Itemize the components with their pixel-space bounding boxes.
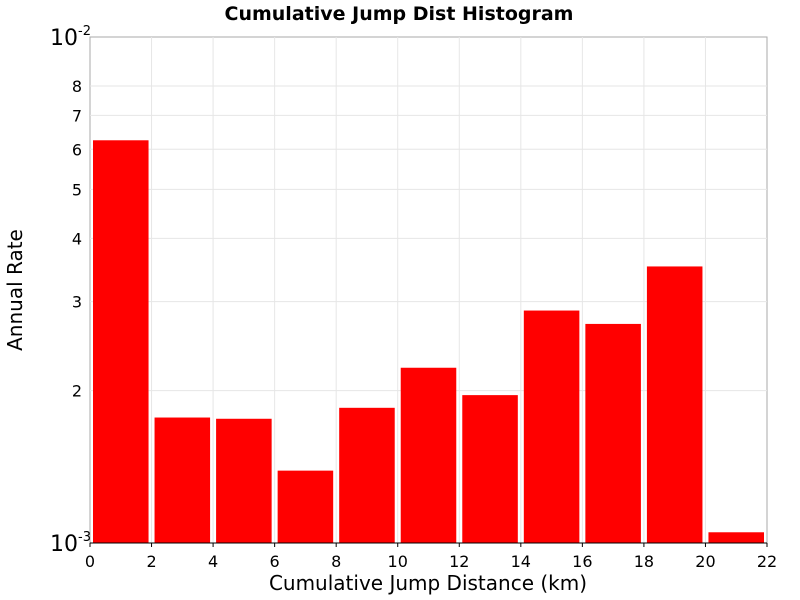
x-tick-label: 10 [388, 552, 408, 571]
y-tick-label: 7 [72, 106, 82, 125]
y-tick-label: 4 [72, 229, 82, 248]
y-major-tick-label: 10-2 [50, 24, 91, 51]
y-axis-label: Annual Rate [3, 229, 27, 351]
bar [216, 418, 272, 543]
y-tick-label: 6 [72, 140, 82, 159]
x-tick-label: 16 [572, 552, 592, 571]
x-tick-label: 20 [695, 552, 715, 571]
x-tick-label: 2 [146, 552, 156, 571]
x-tick-label: 12 [449, 552, 469, 571]
bar [646, 266, 703, 543]
x-tick-label: 14 [511, 552, 531, 571]
bar [277, 470, 334, 543]
bar [462, 395, 518, 543]
x-tick-label: 0 [85, 552, 95, 571]
bar [400, 367, 457, 543]
y-tick-label: 8 [72, 77, 82, 96]
grid-layer [90, 37, 767, 543]
y-tick-label: 2 [72, 382, 82, 401]
bar [585, 323, 641, 543]
y-axis-ticks: 2 3 4 5 6 7 8 10-3 10-2 [50, 24, 91, 557]
x-axis-ticks: 0 2 4 6 8 10 12 14 16 18 20 22 [85, 543, 777, 571]
bar [523, 310, 580, 543]
bar [339, 407, 395, 543]
x-tick-label: 18 [634, 552, 654, 571]
y-tick-label: 3 [72, 293, 82, 312]
y-major-tick-label: 10-3 [50, 530, 91, 557]
x-axis-label: Cumulative Jump Distance (km) [269, 571, 587, 595]
chart-title: Cumulative Jump Dist Histogram [225, 3, 574, 25]
bars-layer [93, 140, 764, 543]
x-tick-label: 8 [331, 552, 341, 571]
bar [154, 417, 211, 543]
y-tick-label: 5 [72, 180, 82, 199]
x-tick-label: 4 [208, 552, 218, 571]
bar [93, 140, 149, 543]
x-tick-label: 6 [270, 552, 280, 571]
x-tick-label: 22 [757, 552, 777, 571]
bar [708, 532, 764, 543]
